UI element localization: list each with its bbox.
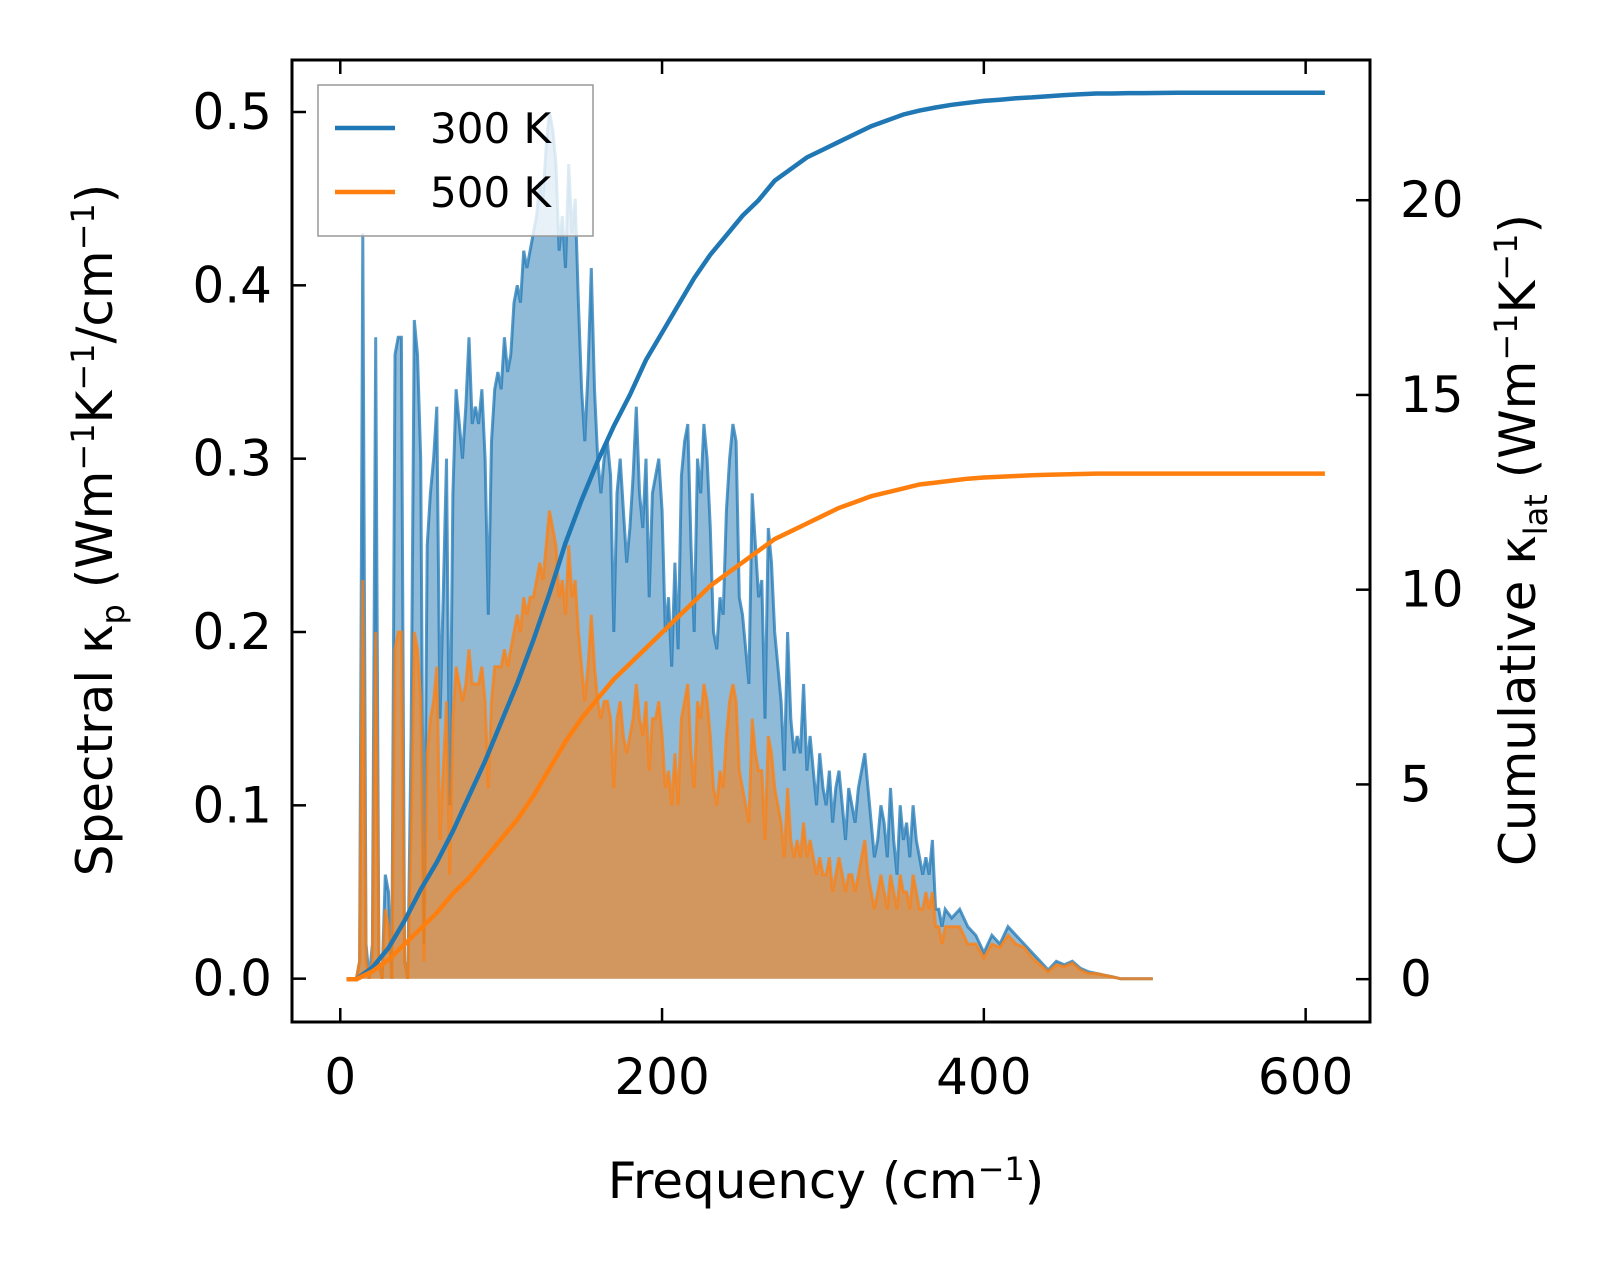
spectral-line-500k [346,510,1153,981]
legend-label-500k: 500 K [430,168,553,217]
y-right-tick-label-4: 20 [1400,171,1464,229]
y-left-tick-label-0: 0.0 [192,950,272,1008]
legend: 300 K 500 K [317,84,594,237]
x-tick-label-600: 600 [1258,1048,1353,1106]
y-left-tick-label-4: 0.4 [192,256,272,314]
x-axis-title: Frequency (cm−1) [608,1150,1045,1210]
legend-label-300k: 300 K [430,104,553,153]
y-right-tick-label-0: 0 [1400,950,1432,1008]
axes: 0 200 400 600 0.0 0.1 0.2 0.3 0.4 0.5 0 5 10 15 20 [192,58,1464,1106]
cumulative-line-300k [346,90,1325,982]
plot-area [346,90,1325,982]
x-tick-label-400: 400 [936,1048,1031,1106]
y-right-axis-title: Cumulative κlat (Wm−1K−1) [1487,214,1555,866]
spectral-line-300k [346,111,1153,981]
y-right-tick-label-3: 15 [1400,366,1464,424]
y-left-tick-label-3: 0.3 [192,430,272,488]
plot-frame [290,58,1372,1024]
cumulative-line-500k [346,471,1325,982]
x-tick-label-200: 200 [614,1048,709,1106]
legend-box [317,84,594,237]
y-left-tick-label-1: 0.1 [192,776,272,834]
y-left-axis-title: Spectral κp (Wm−1K−1/cm−1) [64,184,132,877]
y-left-tick-label-2: 0.2 [192,603,272,661]
spectral-area-500k [346,510,1153,979]
y-right-tick-label-1: 5 [1400,755,1432,813]
y-left-tick-label-5: 0.5 [192,83,272,141]
x-tick-label-0: 0 [324,1048,356,1106]
y-right-tick-label-2: 10 [1400,561,1464,619]
